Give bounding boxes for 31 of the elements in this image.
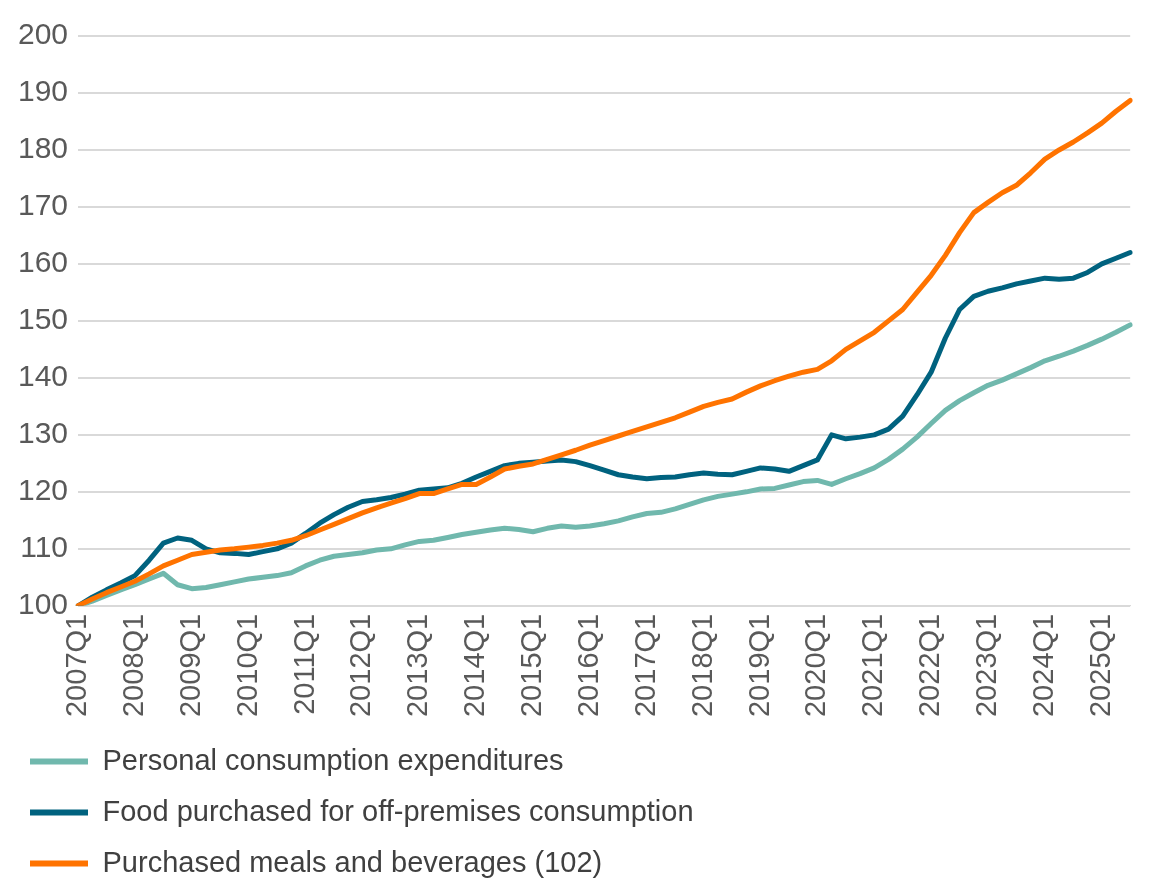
- y-tick-label: 180: [17, 131, 69, 165]
- y-tick-label: 120: [17, 473, 69, 507]
- x-tick-label: 2018Q1: [685, 613, 718, 717]
- y-tick-label: 170: [17, 188, 69, 222]
- y-tick-label: 150: [17, 302, 69, 336]
- x-tick-label: 2011Q1: [287, 613, 320, 715]
- y-tick-label: 190: [17, 74, 69, 108]
- x-tick-label: 2015Q1: [515, 613, 548, 717]
- x-tick-label: 2017Q1: [628, 613, 661, 717]
- x-tick-label: 2016Q1: [571, 613, 604, 717]
- x-tick-label: 2013Q1: [401, 613, 434, 717]
- x-tick-label: 2019Q1: [742, 613, 775, 717]
- x-tick-label: 2010Q1: [230, 613, 263, 717]
- x-tick-label: 2021Q1: [856, 613, 889, 717]
- x-tick-label: 2008Q1: [116, 613, 149, 717]
- x-tick-label: 2025Q1: [1083, 613, 1116, 717]
- x-tick-label: 2014Q1: [458, 613, 491, 717]
- x-tick-label: 2023Q1: [970, 613, 1003, 717]
- x-tick-label: 2020Q1: [799, 613, 832, 717]
- y-tick-label: 110: [20, 530, 69, 564]
- x-tick-label: 2012Q1: [344, 613, 377, 717]
- y-tick-label: 140: [17, 359, 69, 393]
- y-tick-label: 200: [17, 17, 69, 51]
- x-tick-label: 2022Q1: [913, 613, 946, 717]
- legend-label: Food purchased for off-premises consumption: [102, 794, 694, 827]
- legend-label: Purchased meals and beverages (102): [102, 845, 603, 878]
- x-tick-label: 2009Q1: [173, 613, 206, 717]
- legend-label: Personal consumption expenditures: [102, 743, 564, 776]
- y-tick-label: 160: [17, 245, 69, 279]
- x-tick-label: 2024Q1: [1026, 613, 1059, 717]
- y-tick-label: 130: [17, 416, 69, 450]
